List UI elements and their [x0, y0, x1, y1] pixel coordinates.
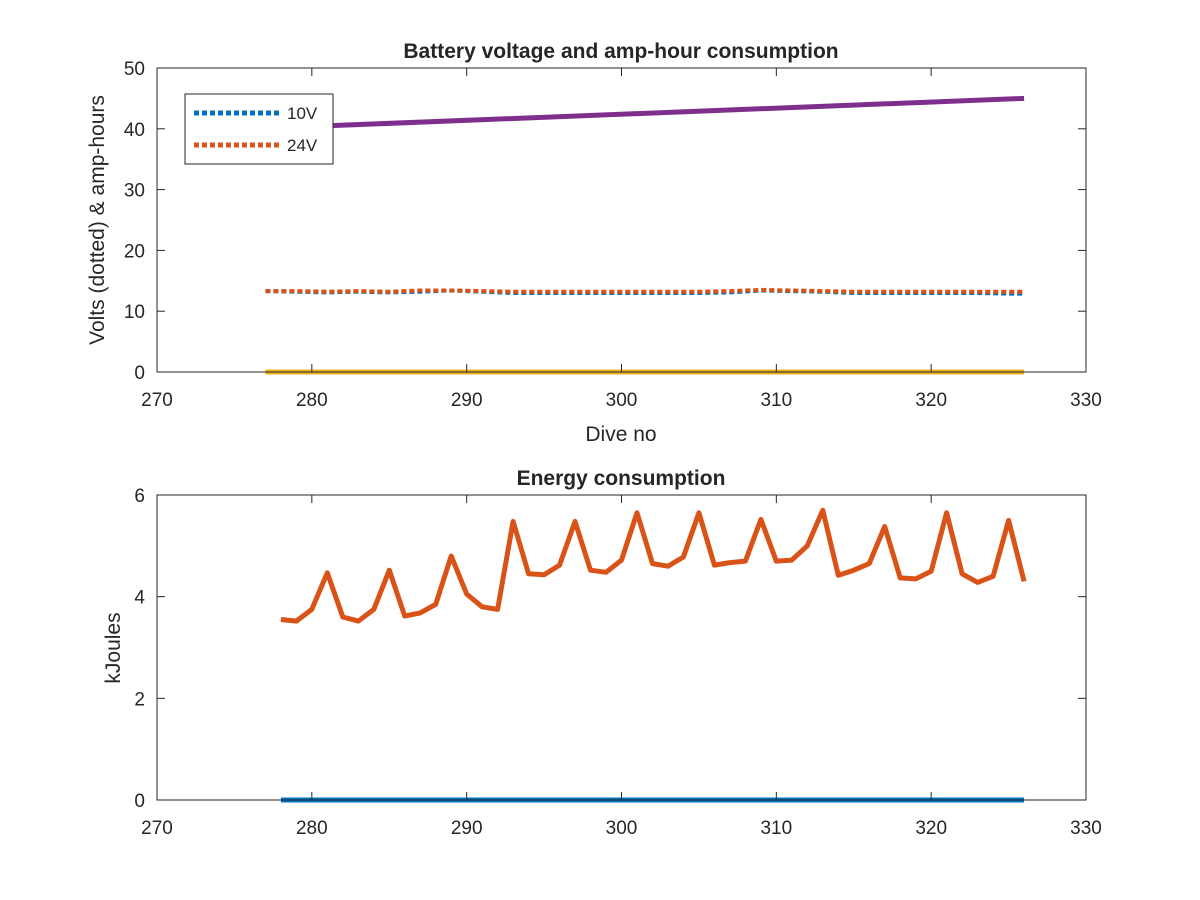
plot1-ytick-label: 40 [124, 120, 145, 141]
bottom-subplot: Energy consumption 270 280 290 300 310 320 330… [102, 467, 1102, 839]
top-plot-xlabel: Dive no [585, 423, 656, 446]
plot1-ytick-label: 30 [124, 181, 145, 202]
bottom-plot-ticks: 270 280 290 300 310 320 330 0 2 4 6 [134, 486, 1101, 839]
plot2-xtick-label: 290 [451, 818, 483, 839]
plot1-ytick-label: 10 [124, 302, 145, 323]
plot2-series-2-line [280, 507, 1027, 624]
plot1-xtick-label: 330 [1070, 390, 1102, 411]
plot1-ytick-label: 0 [134, 363, 145, 384]
bottom-plot-marks [280, 507, 1027, 803]
top-plot-legend: 10V 24V [184, 93, 334, 165]
plot1-xtick-label: 320 [915, 390, 947, 411]
plot2-ytick-label: 6 [134, 486, 145, 507]
plot2-ytick-label: 4 [134, 588, 145, 609]
bottom-plot-box [156, 494, 1087, 801]
plot1-xtick-label: 270 [141, 390, 173, 411]
plot1-ytick-label: 50 [124, 59, 145, 80]
bottom-plot-ylabel: kJoules [102, 612, 125, 683]
top-plot-ylabel: Volts (dotted) & amp-hours [86, 95, 109, 345]
plot1-xtick-label: 310 [760, 390, 792, 411]
plot1-series-24v-line [265, 287, 1025, 294]
plot1-series-4-line [327, 95, 1025, 129]
plot1-xtick-label: 300 [606, 390, 638, 411]
legend-box [184, 93, 334, 165]
plot2-xtick-label: 330 [1070, 818, 1102, 839]
plot2-xtick-label: 270 [141, 818, 173, 839]
plot2-xtick-label: 280 [296, 818, 328, 839]
plot1-ytick-label: 20 [124, 241, 145, 262]
plot2-ytick-label: 0 [134, 791, 145, 812]
bottom-plot-title: Energy consumption [517, 467, 726, 490]
plot2-xtick-label: 300 [606, 818, 638, 839]
legend-label-24v: 24V [287, 136, 318, 155]
top-plot-ticks: 270 280 290 300 310 320 330 0 10 20 30 40 50 [124, 59, 1102, 411]
plot2-xtick-label: 310 [760, 818, 792, 839]
plot2-ytick-label: 2 [134, 689, 145, 710]
plot2-xtick-label: 320 [915, 818, 947, 839]
top-subplot: Battery voltage and amp-hour consumption… [86, 40, 1102, 446]
top-plot-title: Battery voltage and amp-hour consumption [403, 40, 838, 63]
legend-label-10v: 10V [287, 104, 318, 123]
plot1-xtick-label: 290 [451, 390, 483, 411]
top-plot-marks [265, 95, 1025, 375]
plot1-xtick-label: 280 [296, 390, 328, 411]
